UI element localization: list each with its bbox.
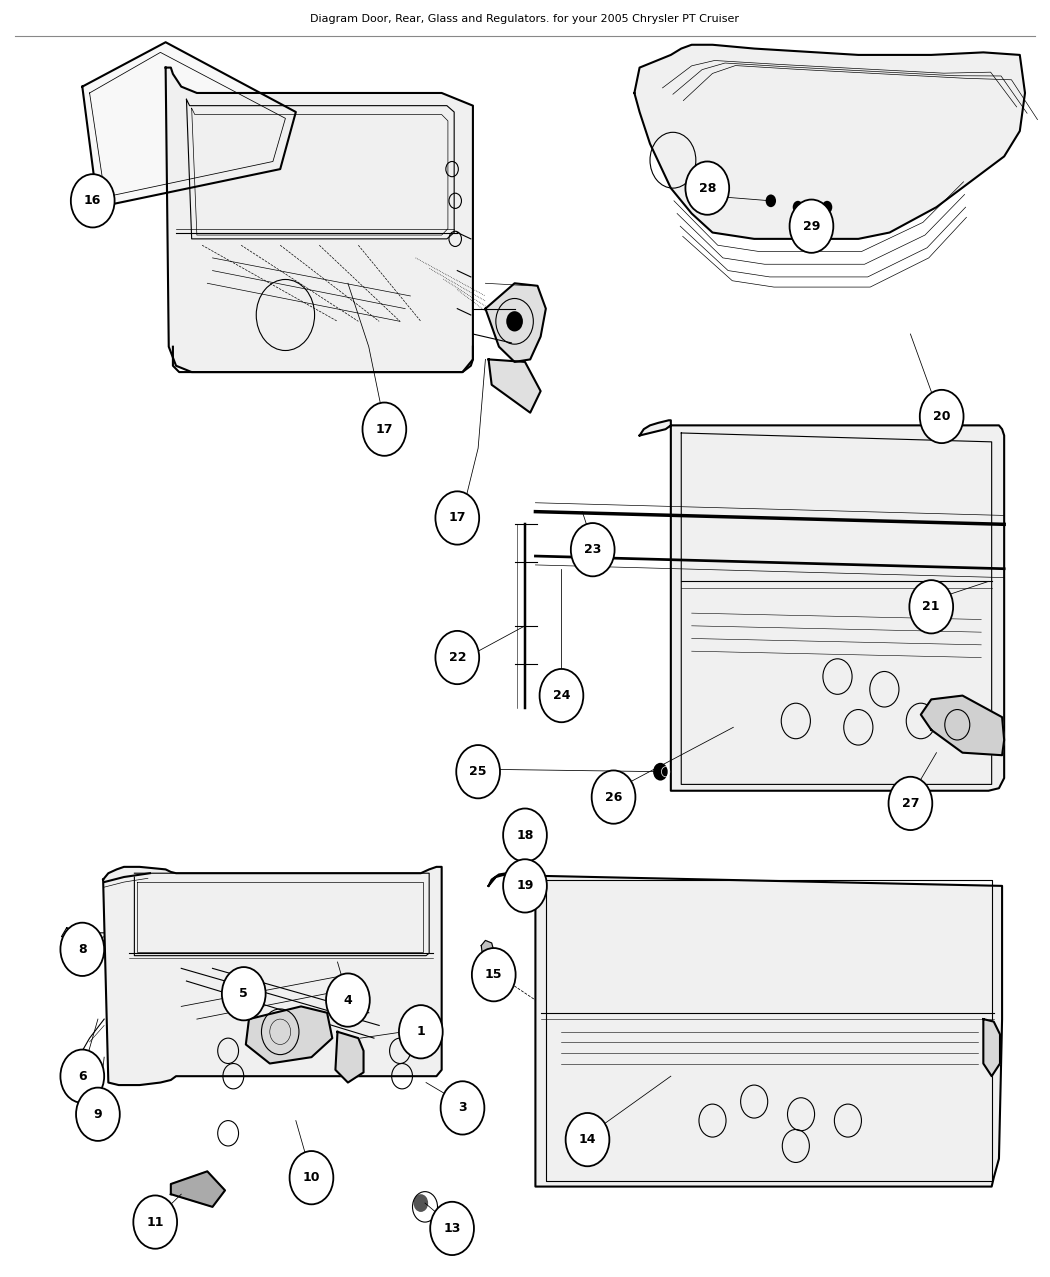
Polygon shape [166, 68, 472, 372]
Circle shape [471, 948, 516, 1001]
Circle shape [822, 200, 833, 213]
Circle shape [436, 631, 479, 684]
Circle shape [414, 1194, 428, 1212]
Text: 29: 29 [803, 220, 820, 232]
Text: 28: 28 [698, 181, 716, 194]
Circle shape [591, 770, 635, 824]
Circle shape [920, 389, 964, 443]
Circle shape [793, 200, 803, 213]
Text: 13: 13 [443, 1222, 461, 1235]
Text: 16: 16 [84, 194, 102, 207]
Text: 15: 15 [485, 968, 503, 981]
Polygon shape [103, 867, 442, 1085]
Circle shape [399, 1005, 443, 1059]
Circle shape [436, 492, 479, 544]
Polygon shape [246, 1006, 332, 1064]
Polygon shape [921, 696, 1004, 755]
Text: 22: 22 [448, 651, 466, 664]
Circle shape [503, 859, 547, 913]
Text: 26: 26 [605, 790, 623, 803]
Text: 20: 20 [932, 410, 950, 423]
Circle shape [441, 1082, 484, 1134]
Text: Diagram Door, Rear, Glass and Regulators. for your 2005 Chrysler PT Cruiser: Diagram Door, Rear, Glass and Regulators… [311, 14, 739, 24]
Circle shape [430, 1202, 474, 1255]
Text: 6: 6 [78, 1070, 86, 1083]
Circle shape [790, 199, 834, 253]
Text: 8: 8 [78, 942, 86, 955]
Polygon shape [335, 1032, 363, 1083]
Circle shape [566, 1114, 609, 1166]
Circle shape [909, 580, 953, 633]
Text: 4: 4 [343, 994, 353, 1006]
Polygon shape [639, 420, 1004, 790]
Circle shape [653, 762, 668, 780]
Text: 3: 3 [458, 1101, 467, 1115]
Circle shape [686, 161, 729, 215]
Polygon shape [488, 872, 1002, 1186]
Text: 19: 19 [517, 880, 533, 893]
Circle shape [765, 194, 776, 207]
Polygon shape [984, 1019, 1000, 1077]
Text: 23: 23 [584, 543, 602, 557]
Circle shape [222, 967, 266, 1020]
Circle shape [76, 1088, 120, 1140]
Polygon shape [485, 283, 546, 361]
Polygon shape [481, 940, 496, 968]
Circle shape [362, 402, 406, 456]
Circle shape [503, 808, 547, 862]
Circle shape [61, 923, 104, 976]
Circle shape [327, 973, 370, 1027]
Text: 17: 17 [376, 423, 393, 435]
Circle shape [61, 1050, 104, 1103]
Circle shape [888, 776, 932, 830]
Text: 10: 10 [302, 1171, 320, 1184]
Polygon shape [488, 359, 541, 412]
Circle shape [290, 1151, 333, 1204]
Text: 27: 27 [902, 797, 919, 810]
Circle shape [70, 174, 114, 227]
Text: 24: 24 [552, 690, 570, 702]
Text: 11: 11 [146, 1216, 164, 1228]
Circle shape [540, 669, 584, 723]
Text: 25: 25 [469, 765, 487, 778]
Polygon shape [82, 42, 296, 207]
Circle shape [457, 744, 500, 798]
Text: 21: 21 [923, 600, 940, 613]
Text: 9: 9 [93, 1107, 102, 1121]
Polygon shape [171, 1171, 225, 1207]
Text: 17: 17 [448, 512, 466, 525]
Circle shape [506, 312, 523, 332]
Text: 14: 14 [579, 1133, 596, 1147]
Text: 18: 18 [517, 829, 533, 842]
Text: 1: 1 [417, 1025, 425, 1038]
Polygon shape [634, 45, 1025, 239]
Text: 5: 5 [239, 987, 248, 1000]
Circle shape [571, 524, 614, 576]
Circle shape [133, 1195, 177, 1249]
